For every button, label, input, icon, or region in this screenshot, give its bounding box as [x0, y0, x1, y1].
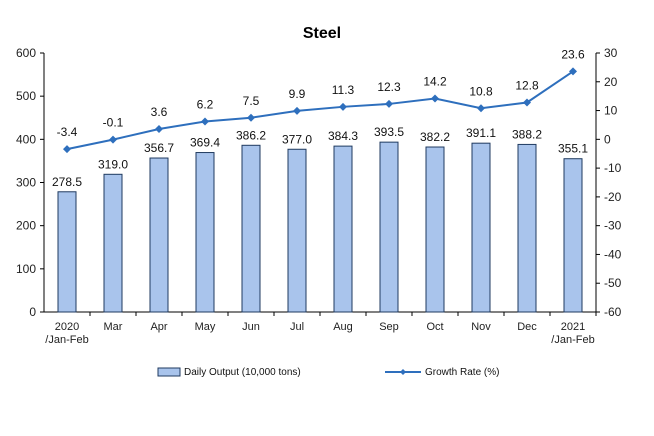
- legend-bar-swatch: [157, 367, 181, 377]
- line-point-marker: [385, 99, 393, 108]
- right-axis-tick-label: 30: [604, 46, 618, 60]
- left-axis-tick-label: 200: [16, 219, 36, 233]
- bar-value-label: 369.4: [190, 136, 220, 150]
- legend: Daily Output (10,000 tons) Growth Rate (%…: [157, 367, 499, 378]
- line-value-label: -3.4: [57, 125, 78, 139]
- x-axis-tick-label: 2020: [55, 321, 79, 333]
- bar-value-label: 377.0: [282, 132, 312, 146]
- bar: [425, 146, 445, 313]
- bar: [333, 145, 353, 313]
- x-axis-tick-label: Aug: [333, 321, 353, 333]
- line-value-label: 12.3: [377, 80, 401, 94]
- x-axis-tick-label: Mar: [104, 321, 123, 333]
- x-axis-tick-label: Apr: [150, 321, 167, 333]
- bar: [103, 173, 123, 313]
- right-axis-tick-label: 10: [604, 104, 618, 118]
- x-axis-tick-label: Jul: [290, 321, 304, 333]
- growth-rate-line: [66, 70, 574, 151]
- right-axis-tick-label: -60: [604, 305, 622, 319]
- bar-value-label: 393.5: [374, 125, 404, 139]
- legend-line-marker: [400, 369, 406, 375]
- bar: [563, 158, 583, 313]
- bar-value-label: 384.3: [328, 129, 358, 143]
- line-point-marker: [109, 135, 117, 144]
- legend-bar-label: Daily Output (10,000 tons): [184, 367, 301, 378]
- x-axis-tick-label: Dec: [517, 321, 537, 333]
- line-point-marker: [431, 94, 439, 103]
- legend-line-label: Growth Rate (%): [425, 367, 499, 378]
- line-value-label: 6.2: [197, 97, 214, 111]
- right-axis-tick-label: 20: [604, 75, 618, 89]
- right-axis-tick-label: -30: [604, 219, 622, 233]
- right-axis-tick-label: 0: [604, 132, 611, 146]
- bar-value-label: 386.2: [236, 128, 266, 142]
- x-axis-tick-label: 2021: [561, 321, 585, 333]
- right-axis-tick-label: -40: [604, 247, 622, 261]
- bar: [241, 144, 261, 313]
- bar-value-label: 388.2: [512, 127, 542, 141]
- x-axis-tick-label: Nov: [471, 321, 491, 333]
- bar-value-label: 319.0: [98, 157, 128, 171]
- bar-value-label: 356.7: [144, 141, 174, 155]
- line-point-marker: [523, 98, 531, 107]
- bar: [287, 148, 307, 313]
- bar: [149, 157, 169, 313]
- right-axis-tick-label: -20: [604, 190, 622, 204]
- left-axis-tick-label: 100: [16, 262, 36, 276]
- left-axis-tick-label: 600: [16, 46, 36, 60]
- axes: 0 100 200 300 400 500 600 -60 -50 -40 -30 -20 -10 0 10…: [16, 46, 622, 346]
- bar-value-label: 355.1: [558, 142, 588, 156]
- line-point-marker: [155, 124, 163, 133]
- chart-title: Steel: [303, 25, 341, 42]
- bar-value-label: 382.2: [420, 130, 450, 144]
- line-value-label: 12.8: [515, 78, 539, 92]
- line-value-label: -0.1: [103, 116, 124, 130]
- right-axis-tick-label: -50: [604, 276, 622, 290]
- line-value-label: 10.8: [469, 84, 493, 98]
- right-axis-tick-label: -10: [604, 161, 622, 175]
- x-axis-tick-label: May: [195, 321, 216, 333]
- x-axis-tick-label: Sep: [379, 321, 399, 333]
- line-point-marker: [247, 113, 255, 122]
- line-point-marker: [477, 104, 485, 113]
- x-axis-tick-label: Oct: [426, 321, 443, 333]
- left-axis-tick-label: 400: [16, 132, 36, 146]
- line-value-label: 9.9: [289, 87, 306, 101]
- line-point-marker: [339, 102, 347, 111]
- x-axis-tick-label: /Jan-Feb: [45, 334, 88, 346]
- bar: [517, 143, 537, 313]
- left-axis-tick-label: 300: [16, 176, 36, 190]
- bar: [471, 142, 491, 313]
- line-point-marker: [201, 117, 209, 126]
- line-point-marker: [293, 106, 301, 115]
- bar: [195, 152, 215, 313]
- line-value-label: 11.3: [332, 83, 355, 97]
- bar-series: 278.5 319.0 356.7 369.4 386.2 377.0 384.3 393.5…: [52, 125, 588, 313]
- line-point-marker: [569, 67, 577, 76]
- left-axis-tick-label: 0: [29, 305, 36, 319]
- bar-value-label: 391.1: [466, 126, 496, 140]
- x-axis-tick-label: Jun: [242, 321, 260, 333]
- line-value-label: 14.2: [423, 74, 447, 88]
- line-series: -3.4 -0.1 3.6 6.2 7.5 9.9 11.3 12.3 14.2 10.8 12.8…: [57, 47, 585, 154]
- left-axis-tick-label: 500: [16, 89, 36, 103]
- bar-value-label: 278.5: [52, 175, 82, 189]
- line-value-label: 7.5: [243, 94, 260, 108]
- line-value-label: 3.6: [151, 105, 168, 119]
- x-axis-tick-label: /Jan-Feb: [551, 334, 594, 346]
- line-value-label: 23.6: [561, 47, 585, 61]
- bar: [379, 141, 399, 313]
- line-point-marker: [63, 145, 71, 154]
- bar: [57, 191, 77, 313]
